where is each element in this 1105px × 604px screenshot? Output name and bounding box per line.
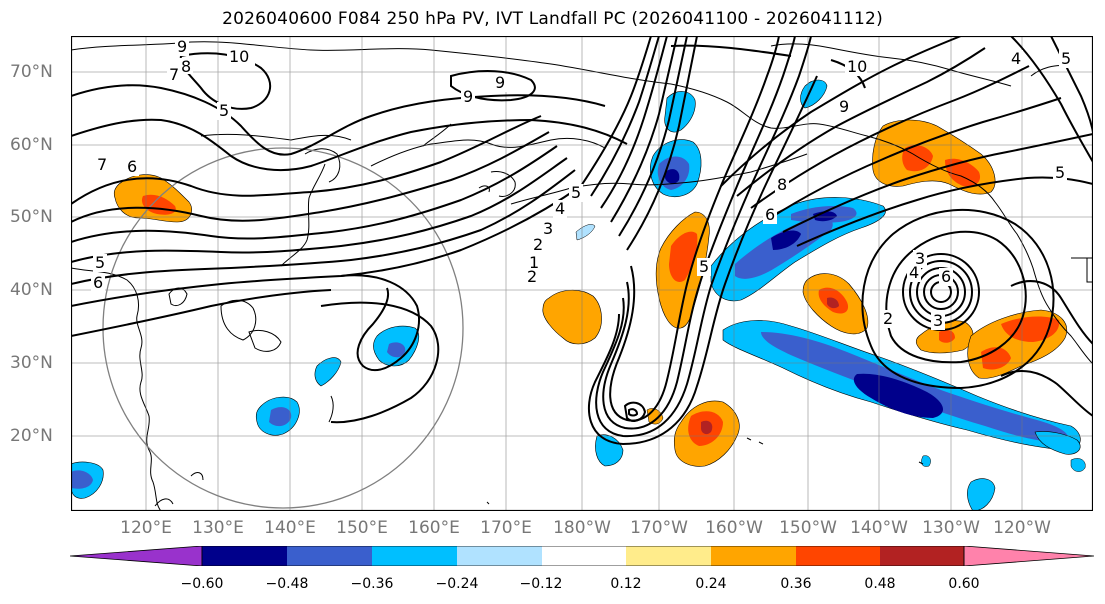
contour-label: 2: [527, 267, 537, 286]
lon-label: 120°E: [120, 518, 172, 538]
colorbar-extend-low: [69, 545, 203, 567]
map-title: 2026040600 F084 250 hPa PV, IVT Landfall…: [222, 9, 883, 29]
colorbar-extend-high: [963, 545, 1095, 567]
negative-anomaly: [771, 230, 801, 250]
lat-label: 40°N: [10, 280, 53, 300]
colorbar-tick: −0.36: [350, 576, 394, 592]
lat-label: 30°N: [10, 353, 53, 373]
lat-label: 50°N: [10, 207, 53, 227]
contour-label: 5: [95, 253, 105, 272]
contour-label: 6: [941, 267, 951, 286]
colorbar-tick: −0.24: [435, 576, 479, 592]
negative-anomaly: [575, 224, 596, 241]
colorbar-bin: [372, 546, 457, 566]
lat-label: 20°N: [10, 426, 53, 446]
lon-label: 170°E: [480, 518, 532, 538]
pv-contours: [71, 36, 1093, 446]
lon-label: 130°W: [922, 518, 980, 538]
contour-label: 8: [181, 57, 191, 76]
contour-label: 9: [177, 37, 187, 56]
colorbar-tick: 0.36: [780, 576, 812, 592]
graticule: [71, 36, 1093, 511]
coastlines: [71, 41, 1093, 511]
contour-label: 4: [555, 199, 565, 218]
lon-label: 120°W: [993, 518, 1051, 538]
colorbar-bin: [457, 546, 542, 566]
contour-label: 4: [909, 263, 919, 282]
lon-label: 170°W: [630, 518, 688, 538]
contour-label: 3: [915, 249, 925, 268]
negative-anomaly: [665, 169, 680, 184]
lon-label: 150°W: [779, 518, 837, 538]
colorbar-bin: [626, 546, 711, 566]
contour-label: 5: [571, 183, 581, 202]
contour-label: 8: [777, 175, 787, 194]
contour-label: 10: [847, 57, 867, 76]
contour-label: 5: [1055, 163, 1065, 182]
colorbar-bin: [880, 546, 964, 566]
negative-anomaly: [387, 342, 406, 358]
positive-anomaly: [902, 145, 933, 172]
negative-anomaly: [1034, 431, 1081, 455]
colorbar-tick: 0.24: [695, 576, 727, 592]
colorbar-bin: [542, 546, 626, 566]
negative-anomaly: [314, 357, 342, 387]
lon-label: 140°E: [264, 518, 316, 538]
colorbar-tick: −0.48: [265, 576, 309, 592]
positive-anomaly: [701, 420, 713, 435]
colorbar-bin: [202, 546, 287, 566]
negative-anomaly: [921, 455, 931, 467]
contour-label: 2: [883, 309, 893, 328]
contour-label: 3: [543, 219, 553, 238]
contour-label: 9: [495, 73, 505, 92]
negative-anomaly: [1070, 458, 1086, 472]
lat-label: 70°N: [10, 62, 53, 82]
negative-anomaly: [71, 470, 93, 489]
colorbar-tick: 0.12: [610, 576, 642, 592]
contour-label: 6: [93, 273, 103, 292]
contour-label: 5: [219, 101, 229, 120]
contour-label: 10: [229, 47, 249, 66]
contour-label: 7: [169, 65, 179, 84]
colorbar-bin: [796, 546, 880, 566]
contour-label: 5: [699, 257, 709, 276]
positive-anomaly: [827, 297, 839, 309]
colorbar-tick: −0.12: [519, 576, 563, 592]
negative-anomaly: [269, 407, 292, 427]
contour-label: 1: [529, 253, 539, 272]
contour-label: 4: [1011, 49, 1021, 68]
colorbar-tick: −0.60: [180, 576, 224, 592]
positive-anomaly: [1001, 316, 1060, 342]
colorbar-tick: 0.48: [864, 576, 896, 592]
negative-anomaly: [800, 79, 828, 109]
contour-label: 3: [933, 311, 943, 330]
contour-label: 6: [127, 157, 137, 176]
positive-anomaly: [945, 158, 981, 187]
lon-label: 150°E: [336, 518, 388, 538]
contour-label: 7: [97, 155, 107, 174]
lat-label: 60°N: [10, 135, 53, 155]
lon-label: 140°W: [850, 518, 908, 538]
lon-label: 160°W: [705, 518, 763, 538]
positive-anomaly: [542, 289, 602, 345]
colorbar-bin: [287, 546, 372, 566]
negative-anomaly: [853, 373, 944, 418]
negative-anomaly: [967, 478, 996, 511]
colorbar-tick: 0.60: [948, 576, 980, 592]
contour-label: 9: [463, 87, 473, 106]
lon-label: 130°E: [192, 518, 244, 538]
map-panel: 10 9 8 7 5 9 9 7 6 5 6 5 4 3 2 1 2 5 6: [71, 36, 1093, 511]
region-circle: [102, 147, 464, 509]
contour-labels: 10 9 8 7 5 9 9 7 6 5 6 5 4 3 2 1 2 5 6: [91, 37, 1073, 330]
colorbar: [69, 545, 1095, 567]
contour-label: 9: [839, 97, 849, 116]
colorbar-bin: [711, 546, 796, 566]
contour-label: 6: [765, 205, 775, 224]
lon-label: 180°W: [553, 518, 611, 538]
lon-label: 160°E: [408, 518, 460, 538]
contour-label: 5: [1061, 49, 1071, 68]
contour-label: 2: [533, 235, 543, 254]
